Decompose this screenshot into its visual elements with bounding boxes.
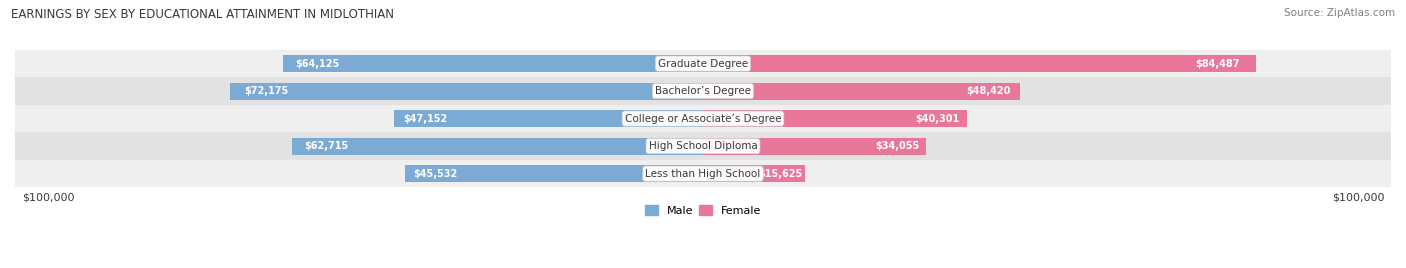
Text: $34,055: $34,055 [875, 141, 920, 151]
Bar [231, 83, 703, 100]
Bar [15, 132, 1391, 160]
Bar [703, 83, 1021, 100]
Bar [394, 110, 703, 127]
Text: $64,125: $64,125 [295, 59, 340, 69]
Text: $62,715: $62,715 [305, 141, 349, 151]
Text: College or Associate’s Degree: College or Associate’s Degree [624, 114, 782, 124]
Bar [283, 55, 703, 72]
Text: $45,532: $45,532 [413, 169, 458, 178]
Text: High School Diploma: High School Diploma [648, 141, 758, 151]
Text: $72,175: $72,175 [245, 86, 288, 96]
Bar [703, 55, 1257, 72]
Text: Graduate Degree: Graduate Degree [658, 59, 748, 69]
Bar [15, 160, 1391, 187]
Text: EARNINGS BY SEX BY EDUCATIONAL ATTAINMENT IN MIDLOTHIAN: EARNINGS BY SEX BY EDUCATIONAL ATTAINMEN… [11, 8, 394, 21]
Bar [703, 165, 806, 182]
Text: $48,420: $48,420 [966, 86, 1011, 96]
Bar [292, 137, 703, 155]
Bar [703, 137, 927, 155]
Bar [703, 110, 967, 127]
Text: $15,625: $15,625 [758, 169, 803, 178]
Text: $47,152: $47,152 [404, 114, 447, 124]
Legend: Male, Female: Male, Female [640, 201, 766, 220]
Text: $40,301: $40,301 [915, 114, 959, 124]
Text: $84,487: $84,487 [1195, 59, 1240, 69]
Bar [15, 50, 1391, 77]
Bar [15, 105, 1391, 132]
Text: Source: ZipAtlas.com: Source: ZipAtlas.com [1284, 8, 1395, 18]
Text: Less than High School: Less than High School [645, 169, 761, 178]
Bar [15, 77, 1391, 105]
Bar [405, 165, 703, 182]
Text: Bachelor’s Degree: Bachelor’s Degree [655, 86, 751, 96]
